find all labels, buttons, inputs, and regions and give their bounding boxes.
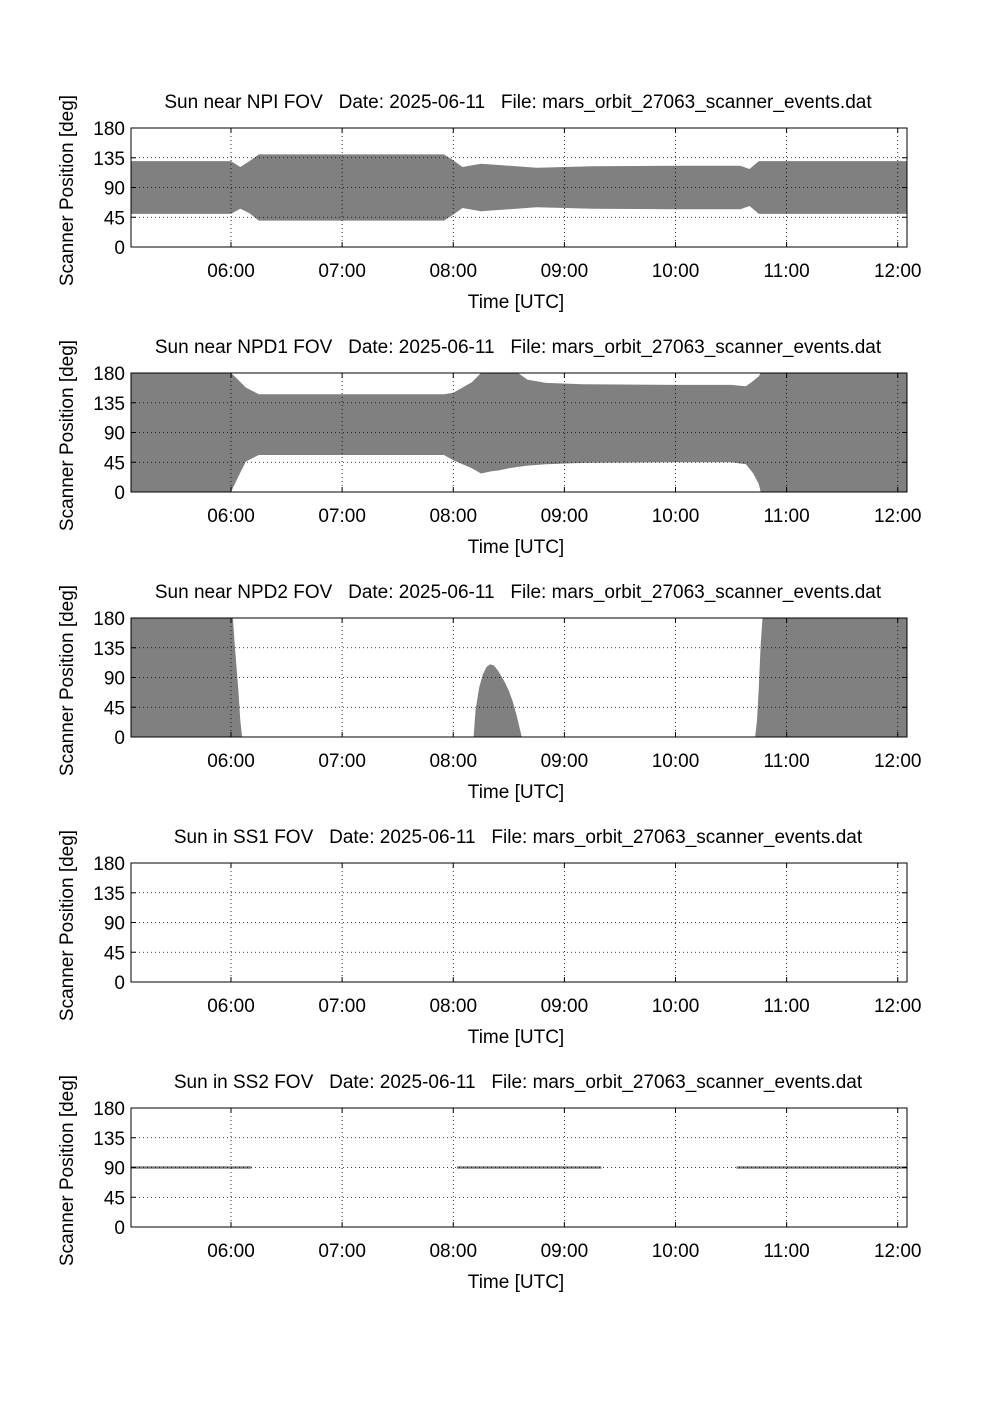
y-tick-label: 180 (93, 1099, 125, 1120)
chart-panel-3: 0 45 90 135 180 06:00 07:00 08:00 09:00 10:00 11:0… (57, 582, 922, 803)
y-axis-label: Scanner Position [deg] (57, 340, 78, 531)
y-tick-label: 180 (93, 854, 125, 875)
x-axis-label: Time [UTC] (468, 782, 564, 803)
y-tick-label: 0 (114, 728, 125, 749)
chart-title: Sun near NPD1 FOV Date: 2025-06-11 File:… (155, 337, 882, 358)
x-tick-label: 08:00 (429, 261, 477, 282)
chart-title: Sun near NPD2 FOV Date: 2025-06-11 File:… (155, 582, 882, 603)
x-tick-label: 08:00 (429, 751, 477, 772)
y-tick-label: 0 (114, 238, 125, 259)
x-tick-label: 10:00 (652, 996, 700, 1017)
y-tick-label: 180 (93, 119, 125, 140)
y-tick-label: 45 (104, 453, 125, 474)
x-tick-label: 07:00 (318, 751, 366, 772)
x-tick-label: 09:00 (541, 996, 589, 1017)
x-tick-label: 12:00 (874, 261, 922, 282)
x-tick-label: 09:00 (541, 1241, 589, 1262)
y-tick-label: 135 (93, 884, 125, 905)
y-tick-label: 0 (114, 973, 125, 994)
x-tick-label: 12:00 (874, 1241, 922, 1262)
y-tick-label: 135 (93, 394, 125, 415)
y-tick-label: 180 (93, 364, 125, 385)
x-tick-label: 07:00 (318, 506, 366, 527)
y-axis-label: Scanner Position [deg] (57, 830, 78, 1021)
x-axis-label: Time [UTC] (468, 537, 564, 558)
data-region-2 (473, 664, 522, 737)
chart-panel-4: 0 45 90 135 180 06:00 07:00 08:00 09:00 10:00 11:0… (57, 827, 922, 1048)
y-tick-label: 45 (104, 1188, 125, 1209)
x-tick-label: 10:00 (652, 261, 700, 282)
y-tick-label: 90 (104, 424, 125, 445)
x-tick-label: 12:00 (874, 996, 922, 1017)
x-tick-label: 10:00 (652, 1241, 700, 1262)
x-tick-label: 11:00 (764, 996, 810, 1017)
y-tick-label: 90 (104, 1159, 125, 1180)
y-axis-label: Scanner Position [deg] (57, 585, 78, 776)
x-tick-label: 06:00 (207, 1241, 255, 1262)
y-tick-label: 45 (104, 698, 125, 719)
x-tick-label: 06:00 (207, 996, 255, 1017)
x-axis-label: Time [UTC] (468, 292, 564, 313)
x-tick-label: 08:00 (429, 1241, 477, 1262)
chart-title: Sun in SS2 FOV Date: 2025-06-11 File: ma… (174, 1072, 863, 1093)
chart-panel-2: 0 45 90 135 180 06:00 07:00 08:00 09:00 10:00 11:0… (57, 337, 922, 558)
y-axis-label: Scanner Position [deg] (57, 1075, 78, 1266)
x-tick-label: 10:00 (652, 751, 700, 772)
x-tick-label: 06:00 (207, 261, 255, 282)
data-region-3 (736, 1166, 907, 1169)
x-tick-label: 11:00 (764, 261, 810, 282)
chart-panel-5: 0 45 90 135 180 06:00 07:00 08:00 09:00 10:00 11:0… (57, 1072, 922, 1293)
x-tick-label: 11:00 (764, 751, 810, 772)
x-tick-label: 08:00 (429, 506, 477, 527)
x-tick-label: 06:00 (207, 751, 255, 772)
data-region-2 (457, 1166, 602, 1169)
chart-panel-1: 0 45 90 135 180 06:00 07:00 08:00 09:00 10:00 11:0… (57, 92, 922, 313)
x-tick-label: 07:00 (318, 996, 366, 1017)
chart-title: Sun near NPI FOV Date: 2025-06-11 File: … (164, 92, 872, 113)
x-tick-label: 12:00 (874, 506, 922, 527)
x-tick-label: 07:00 (318, 1241, 366, 1262)
x-tick-label: 07:00 (318, 261, 366, 282)
x-tick-label: 12:00 (874, 751, 922, 772)
x-tick-label: 08:00 (429, 996, 477, 1017)
x-tick-label: 09:00 (541, 506, 589, 527)
y-tick-label: 90 (104, 914, 125, 935)
x-tick-label: 09:00 (541, 751, 589, 772)
x-tick-label: 11:00 (764, 506, 810, 527)
y-tick-label: 0 (114, 1218, 125, 1239)
data-region-1 (131, 618, 243, 737)
y-tick-label: 180 (93, 609, 125, 630)
x-axis-label: Time [UTC] (468, 1272, 564, 1293)
x-tick-label: 11:00 (764, 1241, 810, 1262)
y-tick-label: 90 (104, 669, 125, 690)
y-tick-label: 0 (114, 483, 125, 504)
y-tick-label: 135 (93, 1129, 125, 1150)
y-axis-label: Scanner Position [deg] (57, 95, 78, 286)
y-tick-label: 135 (93, 149, 125, 170)
x-tick-label: 06:00 (207, 506, 255, 527)
y-tick-label: 90 (104, 179, 125, 200)
y-tick-label: 45 (104, 208, 125, 229)
y-tick-label: 135 (93, 639, 125, 660)
x-tick-label: 09:00 (541, 261, 589, 282)
y-tick-label: 45 (104, 943, 125, 964)
x-axis-label: Time [UTC] (468, 1027, 564, 1048)
x-tick-label: 10:00 (652, 506, 700, 527)
chart-title: Sun in SS1 FOV Date: 2025-06-11 File: ma… (174, 827, 863, 848)
